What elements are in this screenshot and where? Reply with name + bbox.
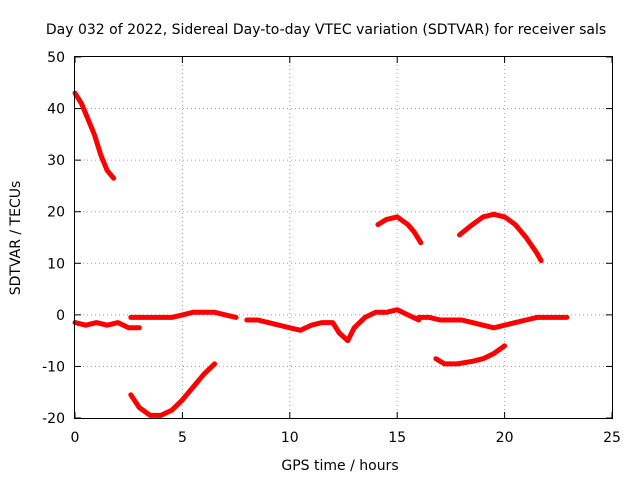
series-arc-9 xyxy=(457,211,544,264)
y-tick-label: -10 xyxy=(42,359,65,375)
x-tick-label: 15 xyxy=(388,430,406,446)
plot-frame xyxy=(74,56,613,419)
series-layer xyxy=(72,90,570,418)
x-tick-label: 10 xyxy=(281,430,299,446)
y-tick-label: 50 xyxy=(47,50,65,66)
y-tick-label: 10 xyxy=(47,256,65,272)
y-tick-label: 20 xyxy=(47,205,65,221)
chart-title: Day 032 of 2022, Sidereal Day-to-day VTE… xyxy=(46,22,606,38)
y-tick-label: 40 xyxy=(47,102,65,118)
series-arc-1 xyxy=(72,90,117,181)
y-tick-label: 30 xyxy=(47,153,65,169)
y-tick-label: -20 xyxy=(42,411,65,427)
y-tick-label: 0 xyxy=(56,308,65,324)
x-axis-title: GPS time / hours xyxy=(281,458,398,474)
x-tick-label: 20 xyxy=(496,430,514,446)
grid-layer xyxy=(75,57,612,418)
y-axis-title: SDTVAR / TECUs xyxy=(8,181,24,296)
series-arc-5 xyxy=(244,307,422,344)
series-arc-6 xyxy=(375,214,424,246)
series-arc-2 xyxy=(72,320,142,331)
series-arc-7 xyxy=(416,314,570,331)
x-tick-label: 25 xyxy=(603,430,621,446)
series-arc-4 xyxy=(128,309,239,320)
x-tick-label: 0 xyxy=(71,430,80,446)
series-arc-8 xyxy=(433,343,508,367)
x-tick-label: 5 xyxy=(178,430,187,446)
series-arc-3 xyxy=(128,361,218,418)
ticks-layer: 0 5 10 15 20 25 -20 -10 0 10 20 30 40 50 xyxy=(42,50,621,446)
